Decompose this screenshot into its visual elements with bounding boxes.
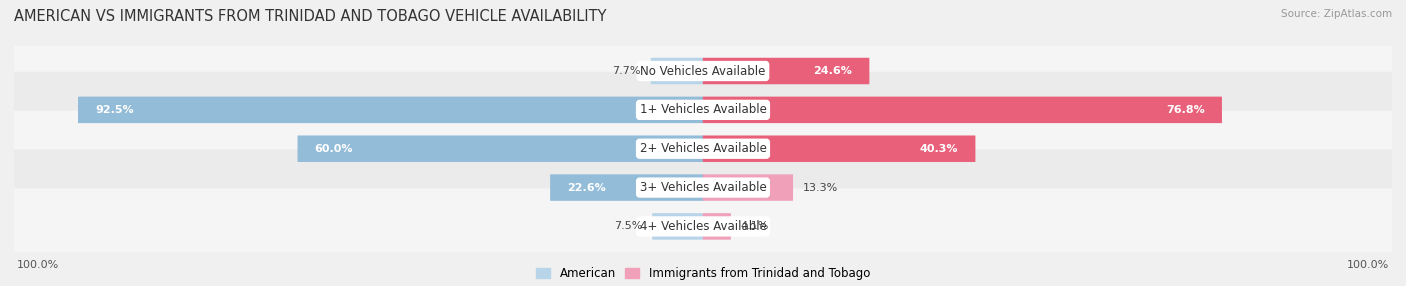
- Text: 7.7%: 7.7%: [613, 66, 641, 76]
- FancyBboxPatch shape: [298, 136, 703, 162]
- FancyBboxPatch shape: [11, 72, 1395, 148]
- FancyBboxPatch shape: [652, 213, 703, 240]
- FancyBboxPatch shape: [77, 97, 703, 123]
- Text: 60.0%: 60.0%: [315, 144, 353, 154]
- Legend: American, Immigrants from Trinidad and Tobago: American, Immigrants from Trinidad and T…: [536, 267, 870, 280]
- Text: 3+ Vehicles Available: 3+ Vehicles Available: [640, 181, 766, 194]
- Text: Source: ZipAtlas.com: Source: ZipAtlas.com: [1281, 9, 1392, 19]
- Text: 100.0%: 100.0%: [1347, 260, 1389, 270]
- Text: 76.8%: 76.8%: [1166, 105, 1205, 115]
- Text: 1+ Vehicles Available: 1+ Vehicles Available: [640, 103, 766, 116]
- FancyBboxPatch shape: [11, 33, 1395, 109]
- Text: 40.3%: 40.3%: [920, 144, 959, 154]
- FancyBboxPatch shape: [703, 136, 976, 162]
- Text: 13.3%: 13.3%: [803, 182, 838, 192]
- Text: 7.5%: 7.5%: [614, 221, 643, 231]
- FancyBboxPatch shape: [703, 58, 869, 84]
- FancyBboxPatch shape: [703, 174, 793, 201]
- Text: 4+ Vehicles Available: 4+ Vehicles Available: [640, 220, 766, 233]
- FancyBboxPatch shape: [550, 174, 703, 201]
- FancyBboxPatch shape: [651, 58, 703, 84]
- FancyBboxPatch shape: [703, 97, 1222, 123]
- FancyBboxPatch shape: [11, 150, 1395, 226]
- Text: AMERICAN VS IMMIGRANTS FROM TRINIDAD AND TOBAGO VEHICLE AVAILABILITY: AMERICAN VS IMMIGRANTS FROM TRINIDAD AND…: [14, 9, 606, 23]
- FancyBboxPatch shape: [11, 111, 1395, 187]
- Text: 92.5%: 92.5%: [96, 105, 134, 115]
- Text: 22.6%: 22.6%: [567, 182, 606, 192]
- Text: No Vehicles Available: No Vehicles Available: [640, 65, 766, 78]
- Text: 4.1%: 4.1%: [741, 221, 769, 231]
- FancyBboxPatch shape: [703, 213, 731, 240]
- Text: 2+ Vehicles Available: 2+ Vehicles Available: [640, 142, 766, 155]
- Text: 24.6%: 24.6%: [814, 66, 852, 76]
- FancyBboxPatch shape: [11, 188, 1395, 265]
- Text: 100.0%: 100.0%: [17, 260, 59, 270]
